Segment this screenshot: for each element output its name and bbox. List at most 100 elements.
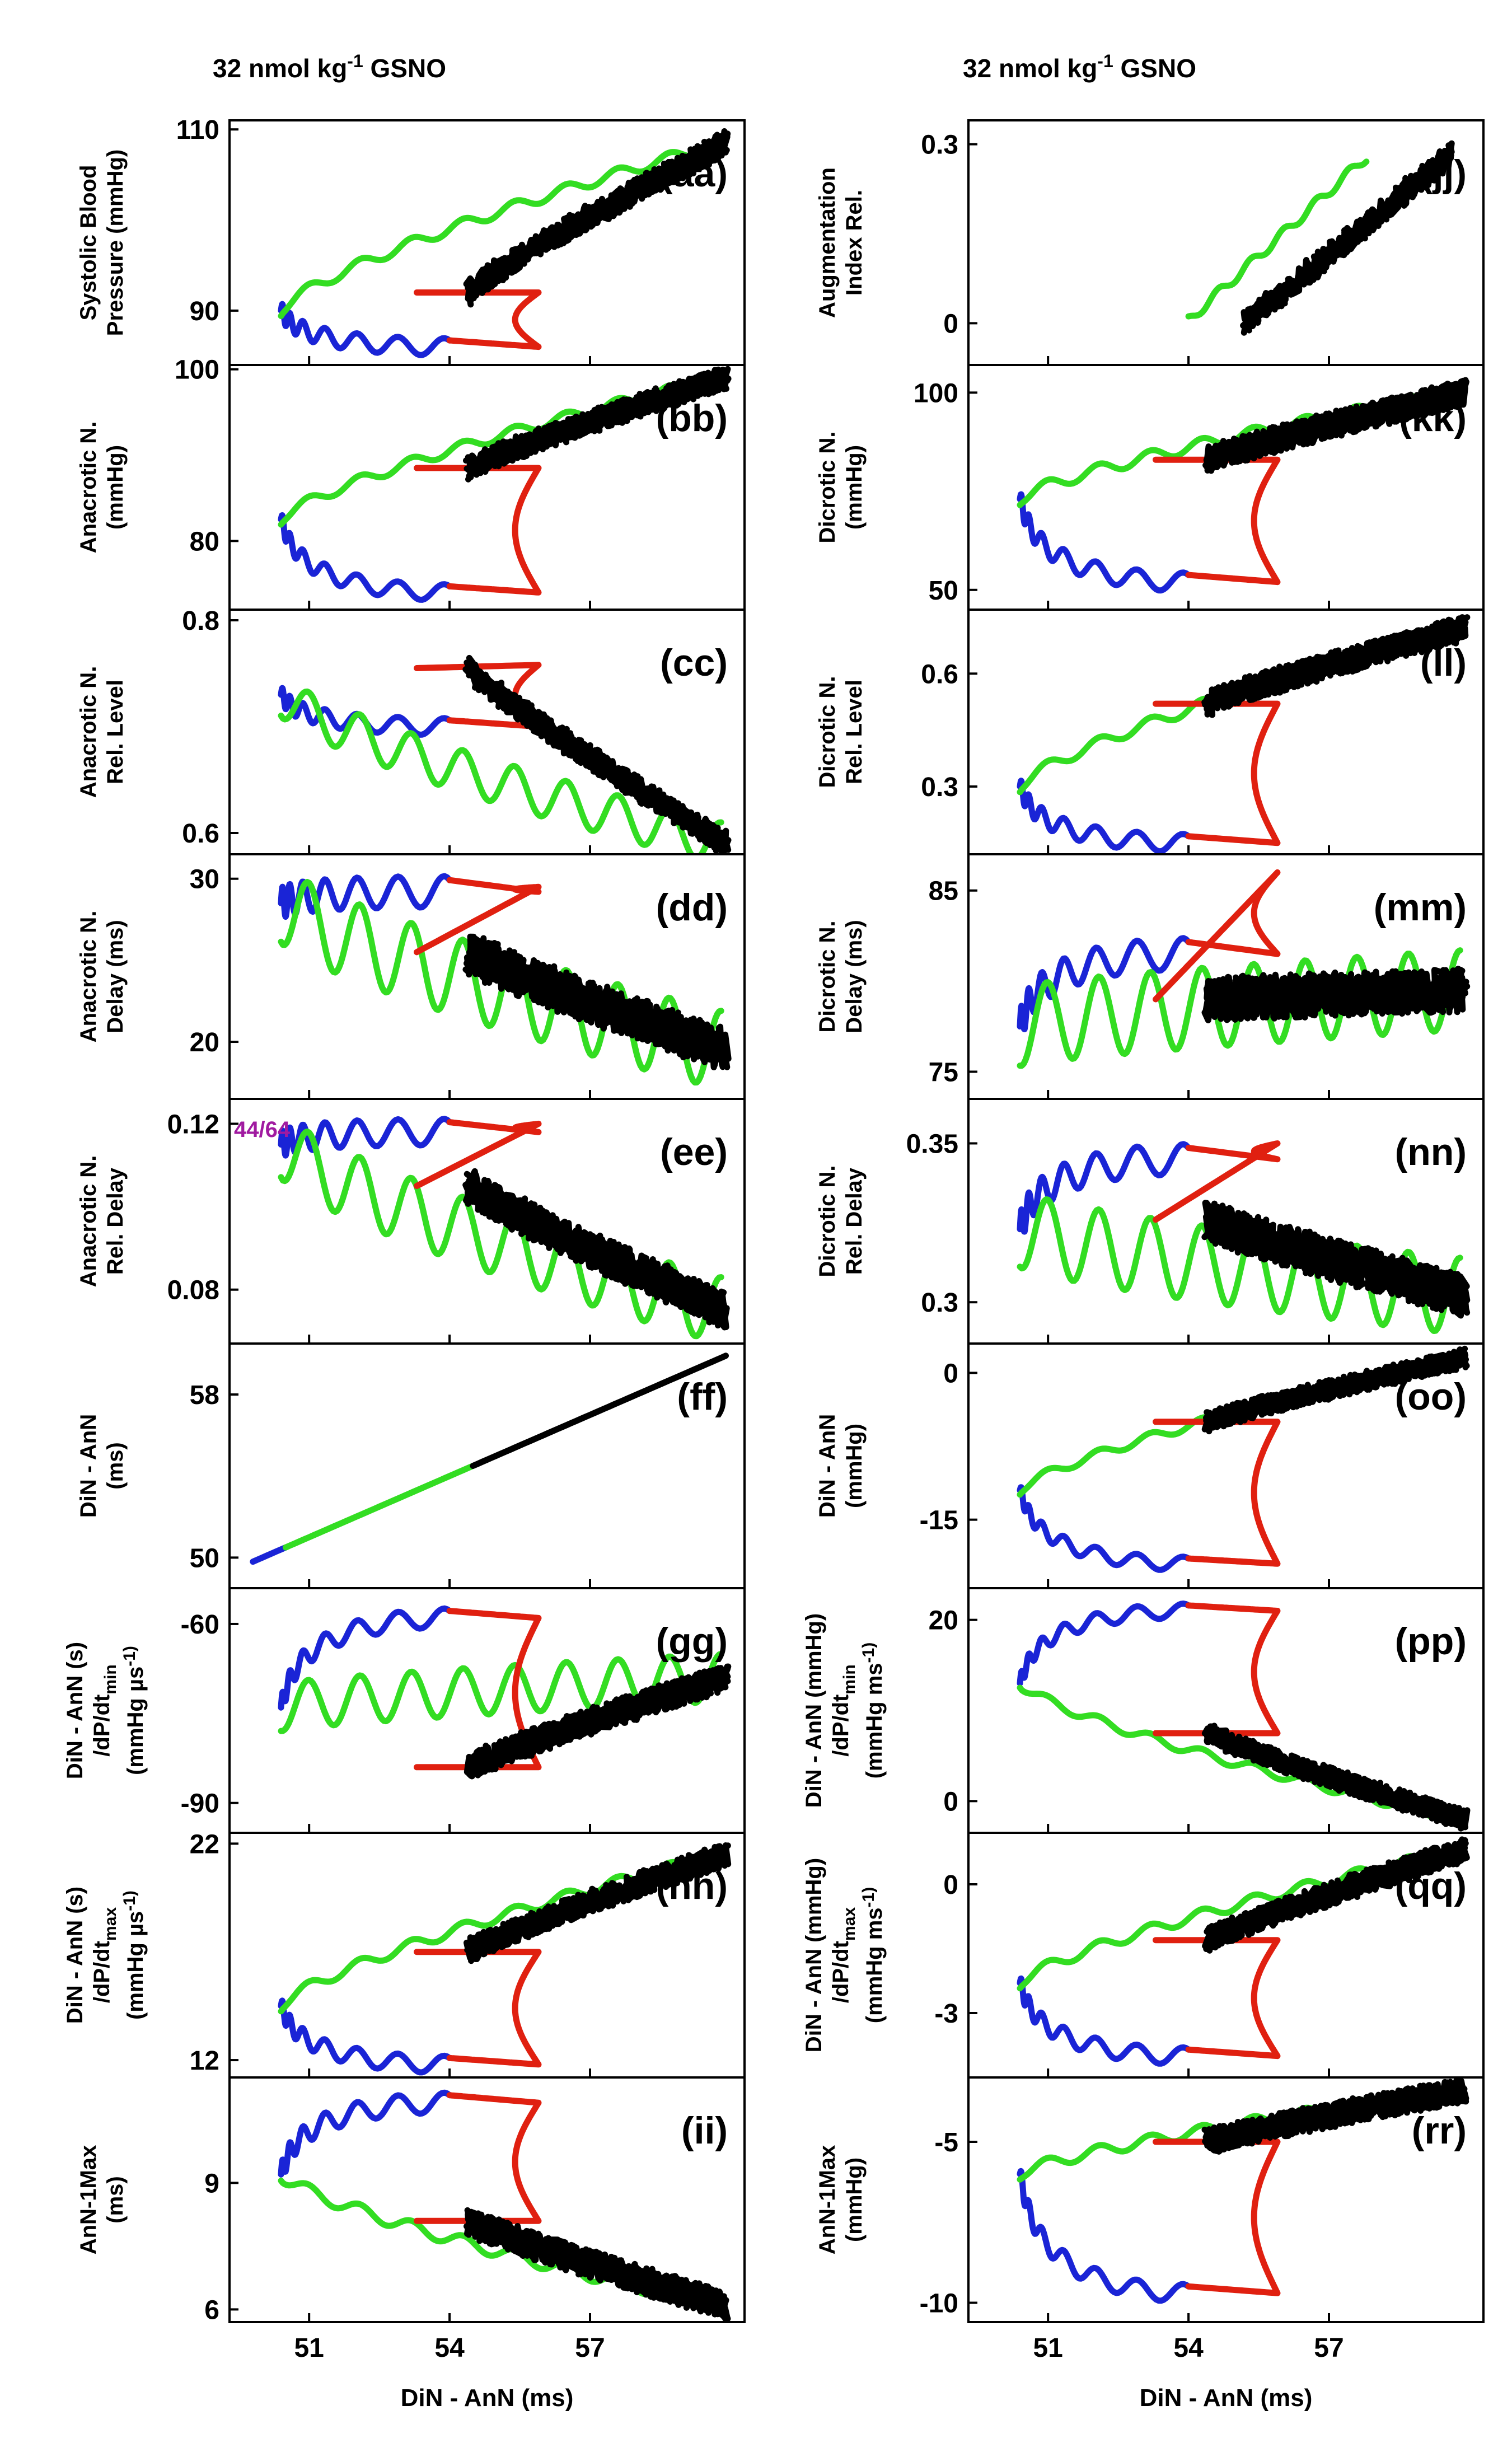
- y-tick-label: 0: [943, 309, 958, 339]
- x-tick-label: 51: [294, 2333, 324, 2363]
- x-tick-label: 51: [1033, 2333, 1062, 2363]
- y-tick-label: 110: [176, 115, 219, 145]
- y-tick-label: 100: [914, 378, 958, 408]
- black-trace: [467, 1667, 731, 1777]
- panel-jj: 0 0.3 Augmentation Index Rel. (jj): [815, 119, 1485, 366]
- red-trace: [414, 289, 542, 350]
- y-axis-label: Systolic Blood Pressure (mmHg): [76, 149, 128, 336]
- black-trace: [1201, 966, 1466, 1023]
- plot-frame: [967, 2076, 1485, 2323]
- y-axis-label: Dicrotic N. (mmHg): [815, 431, 867, 543]
- green-trace: [278, 688, 724, 854]
- panel-label: (qq): [1395, 1865, 1467, 1907]
- black-trace: [466, 937, 732, 1065]
- panel-label: (pp): [1395, 1620, 1467, 1663]
- panel-ff: 50 58 DiN - AnN (ms) (ff): [76, 1342, 746, 1589]
- panel-mm: 75 85 Dicrotic N. Delay (ms) (mm): [815, 853, 1485, 1100]
- x-axis-label: DiN - AnN (ms): [401, 2384, 574, 2412]
- panel-label: (jj): [1420, 152, 1467, 195]
- black-trace: [466, 129, 728, 302]
- black-trace: [465, 2213, 728, 2318]
- blue-trace: [1017, 1975, 1192, 2067]
- panel-label: (bb): [656, 397, 728, 439]
- y-axis-label: DiN - AnN (mmHg)/dP/dtmax (mmHg ms-1): [802, 1858, 887, 2052]
- black-trace: [1206, 383, 1466, 470]
- blue-trace: [278, 1997, 453, 2076]
- y-tick-label: 6: [204, 2295, 219, 2325]
- panel-label: (ee): [660, 1131, 728, 1173]
- y-axis-label: DiN - AnN (s)/dP/dtmax (mmHg µs-1): [63, 1887, 148, 2024]
- y-axis-label: Anacrotic N. Rel. Level: [76, 666, 128, 798]
- blue-trace: [278, 1605, 453, 1711]
- panel-dd: 20 30 Anacrotic N. Delay (ms) (dd): [76, 853, 746, 1100]
- y-axis-label: DiN - AnN (ms): [76, 1414, 128, 1518]
- red-trace: [414, 1119, 542, 1189]
- blue-trace: [1017, 2168, 1192, 2304]
- y-tick-label: 22: [190, 1829, 219, 1859]
- blue-trace: [1017, 491, 1192, 594]
- black-trace: [470, 1352, 729, 1469]
- y-tick-label: 30: [190, 865, 219, 895]
- x-tick-label: 54: [434, 2333, 465, 2363]
- x-axis-label: DiN - AnN (ms): [1140, 2384, 1313, 2412]
- panel-pp: 20 0 DiN - AnN (mmHg)/dP/dtmin (mmHg ms-1) (…: [802, 1587, 1485, 1834]
- green-trace: [1017, 1684, 1463, 1822]
- blue-trace: [278, 685, 453, 738]
- red-trace: [414, 1608, 542, 1771]
- y-tick-label: 90: [190, 297, 219, 326]
- panel-kk: 50 100 Dicrotic N. (mmHg) (kk): [815, 364, 1485, 611]
- panel-cc: 0.6 0.8 Anacrotic N. Rel. Level (cc): [76, 606, 746, 855]
- y-tick-label: 9: [204, 2169, 219, 2198]
- panel-label: (ll): [1420, 642, 1467, 684]
- green-trace: [278, 879, 724, 1086]
- black-trace: [466, 366, 731, 479]
- y-tick-label: 0.35: [906, 1129, 958, 1159]
- y-tick-label: -15: [920, 1506, 958, 1536]
- panel-ll: 0.3 0.6 Dicrotic N. Rel. Level (ll): [815, 609, 1485, 855]
- y-tick-label: 0.8: [182, 606, 219, 636]
- blue-trace: [1017, 935, 1192, 1032]
- black-trace: [463, 1172, 728, 1331]
- y-axis-label: Dicrotic N. Rel. Delay: [815, 1165, 867, 1277]
- y-tick-label: 80: [190, 527, 219, 556]
- black-trace: [1202, 2079, 1469, 2155]
- blue-trace: [278, 2089, 453, 2178]
- red-trace: [1153, 700, 1281, 846]
- y-tick-label: 58: [190, 1380, 219, 1410]
- y-tick-label: 0.12: [167, 1110, 219, 1139]
- y-tick-label: 50: [190, 1543, 219, 1573]
- blue-trace: [278, 512, 453, 603]
- y-tick-label: 0.3: [921, 130, 958, 160]
- panel-label: (dd): [656, 886, 728, 929]
- plot-frame: [967, 119, 1485, 366]
- red-trace: [1153, 869, 1281, 1003]
- panel-label: (kk): [1399, 397, 1467, 439]
- panel-label: (nn): [1395, 1131, 1467, 1173]
- panel-aa: 90 110 Systolic Blood Pressure (mmHg) (aa): [76, 115, 746, 366]
- y-tick-label: 0.3: [921, 773, 958, 802]
- y-tick-label: 100: [175, 355, 219, 385]
- blue-trace: [1017, 1141, 1192, 1235]
- y-tick-label: 75: [929, 1057, 958, 1087]
- panel-label: (oo): [1395, 1375, 1467, 1418]
- red-trace: [1153, 1140, 1281, 1223]
- panel-label: (aa): [660, 152, 728, 195]
- y-tick-label: 12: [190, 2046, 219, 2076]
- y-tick-label: 0.3: [921, 1288, 958, 1318]
- y-tick-label: 0.08: [167, 1276, 219, 1305]
- y-tick-label: -60: [181, 1610, 219, 1640]
- y-tick-label: 0: [943, 1870, 958, 1900]
- y-axis-label: Dicrotic N. Delay (ms): [815, 920, 867, 1033]
- y-axis-label: Anacrotic N. Delay (ms): [76, 911, 128, 1043]
- y-axis-label: AnN-1Max (mmHg): [815, 2145, 867, 2255]
- green-trace: [278, 1128, 724, 1340]
- y-axis-label: DiN - AnN (mmHg)/dP/dtmin (mmHg ms-1): [802, 1613, 887, 1808]
- red-trace: [414, 2092, 542, 2224]
- green-trace: [278, 134, 724, 319]
- panel-bb: 80 100 Anacrotic N. (mmHg) (bb): [76, 355, 746, 611]
- panel-oo: 0 -15 DiN - AnN (mmHg) (oo): [815, 1342, 1485, 1589]
- y-axis-label: Anacrotic N. (mmHg): [76, 422, 128, 554]
